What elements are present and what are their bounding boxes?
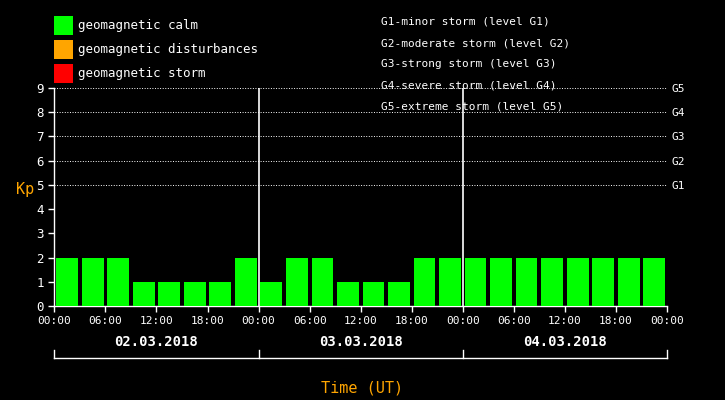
Text: 03.03.2018: 03.03.2018 — [319, 335, 402, 349]
Bar — [542, 258, 563, 306]
Text: 04.03.2018: 04.03.2018 — [523, 335, 607, 349]
Bar — [465, 258, 486, 306]
Bar — [439, 258, 461, 306]
Bar — [643, 258, 665, 306]
Bar — [107, 258, 129, 306]
Text: geomagnetic disturbances: geomagnetic disturbances — [78, 44, 257, 56]
Bar — [362, 282, 384, 306]
Bar — [286, 258, 307, 306]
Text: 02.03.2018: 02.03.2018 — [115, 335, 199, 349]
Bar — [388, 282, 410, 306]
Text: G3-strong storm (level G3): G3-strong storm (level G3) — [381, 60, 556, 70]
Text: G4-severe storm (level G4): G4-severe storm (level G4) — [381, 81, 556, 91]
Text: geomagnetic calm: geomagnetic calm — [78, 20, 198, 32]
Text: G5-extreme storm (level G5): G5-extreme storm (level G5) — [381, 102, 563, 112]
Bar — [414, 258, 435, 306]
Text: G2-moderate storm (level G2): G2-moderate storm (level G2) — [381, 38, 570, 48]
Y-axis label: Kp: Kp — [16, 182, 35, 197]
Bar — [567, 258, 589, 306]
Text: geomagnetic storm: geomagnetic storm — [78, 68, 205, 80]
Bar — [57, 258, 78, 306]
Bar — [158, 282, 180, 306]
Text: G1-minor storm (level G1): G1-minor storm (level G1) — [381, 17, 550, 27]
Bar — [210, 282, 231, 306]
Bar — [235, 258, 257, 306]
Bar — [260, 282, 282, 306]
Bar — [312, 258, 334, 306]
Bar — [82, 258, 104, 306]
Bar — [515, 258, 537, 306]
Bar — [490, 258, 512, 306]
Bar — [618, 258, 639, 306]
Bar — [337, 282, 359, 306]
Text: Time (UT): Time (UT) — [321, 380, 404, 396]
Bar — [592, 258, 614, 306]
Bar — [184, 282, 206, 306]
Bar — [133, 282, 154, 306]
